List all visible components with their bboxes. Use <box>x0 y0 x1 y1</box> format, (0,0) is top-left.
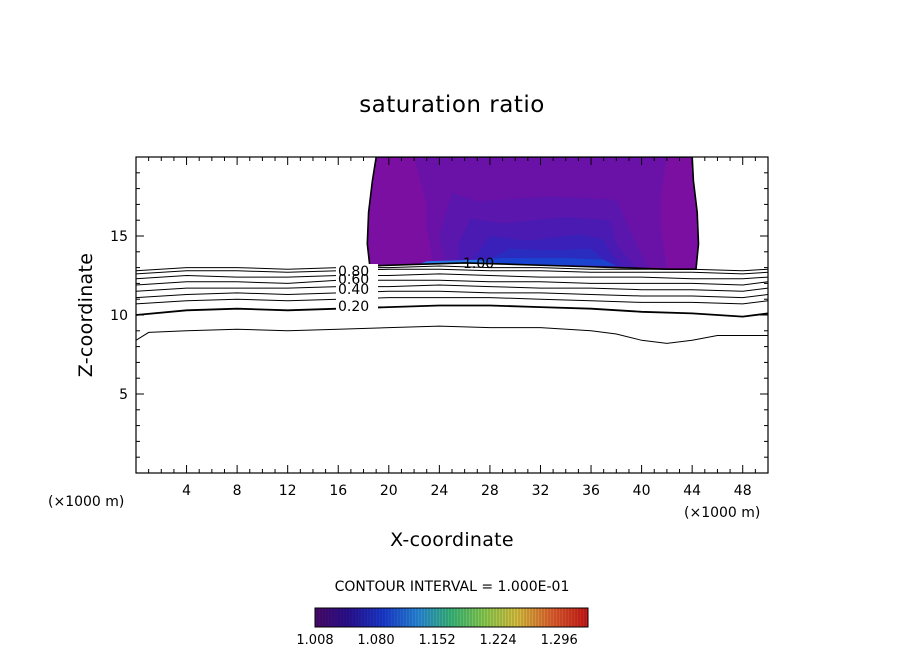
x-tick-label-12: 12 <box>279 483 297 499</box>
colorbar <box>315 608 588 627</box>
colorbar-label-1.224: 1.224 <box>479 633 516 648</box>
colorbar-label-1.296: 1.296 <box>541 633 578 648</box>
x-tick-label-16: 16 <box>329 483 347 499</box>
y-axis-title: Z-coordinate <box>75 253 97 377</box>
contour-line-0.2 <box>136 304 768 318</box>
colorbar-frame <box>314 607 589 628</box>
x-tick-labels: 4 8 12 16 20 24 28 32 36 40 44 48 <box>182 483 752 499</box>
axis-ticks <box>136 157 768 473</box>
x-unit-label-right: (×1000 m) <box>684 505 760 521</box>
contour-line-0.1 <box>136 325 768 344</box>
contour-line-0.6 <box>136 279 768 286</box>
contour-line-0.8 <box>136 268 768 275</box>
contour-line-0.4 <box>136 290 768 299</box>
x-tick-label-44: 44 <box>683 483 701 499</box>
x-tick-label-40: 40 <box>633 483 651 499</box>
contour-label-0.80: 0.80 <box>338 264 369 280</box>
x-tick-label-48: 48 <box>734 483 752 499</box>
contour-interval-text: CONTOUR INTERVAL = 1.000E-01 <box>335 579 570 595</box>
colorbar-label-1.008: 1.008 <box>296 633 333 648</box>
contour-line-0.7 <box>136 273 768 280</box>
x-tick-label-8: 8 <box>233 483 242 499</box>
chart-title: saturation ratio <box>359 92 545 118</box>
x-tick-label-20: 20 <box>380 483 398 499</box>
contour-lines <box>136 265 768 344</box>
contour-label-1.00: 1.00 <box>463 256 494 272</box>
y-tick-label-10: 10 <box>110 308 128 324</box>
contour-line-0.5 <box>136 284 768 292</box>
colorbar-labels: 1.008 1.080 1.152 1.224 1.296 <box>296 633 577 648</box>
x-tick-label-36: 36 <box>582 483 600 499</box>
contour-label-0.40: 0.40 <box>338 282 369 298</box>
contour-line-0.3 <box>136 297 768 305</box>
y-tick-labels: 5 10 15 <box>110 229 128 403</box>
x-tick-label-28: 28 <box>481 483 499 499</box>
x-tick-label-32: 32 <box>532 483 550 499</box>
contour-label-0.60: 0.60 <box>338 272 369 288</box>
contour-label-0.20: 0.20 <box>338 299 369 315</box>
region-boundary <box>366 157 700 271</box>
x-axis-title: X-coordinate <box>390 529 514 551</box>
contour-line-0.9 <box>136 265 768 272</box>
contour-labels: 0.20 0.40 0.60 0.80 1.00 <box>336 256 494 315</box>
y-tick-label-5: 5 <box>119 387 128 403</box>
colorbar-label-1.152: 1.152 <box>418 633 455 648</box>
x-unit-label-left: (×1000 m) <box>48 494 124 510</box>
colorbar-stripes <box>317 608 586 627</box>
supersaturated-region <box>366 157 700 271</box>
y-tick-label-15: 15 <box>110 229 128 245</box>
colorbar-label-1.080: 1.080 <box>357 633 394 648</box>
x-tick-label-4: 4 <box>182 483 191 499</box>
x-tick-label-24: 24 <box>430 483 448 499</box>
fill-layer-6 <box>439 258 617 266</box>
